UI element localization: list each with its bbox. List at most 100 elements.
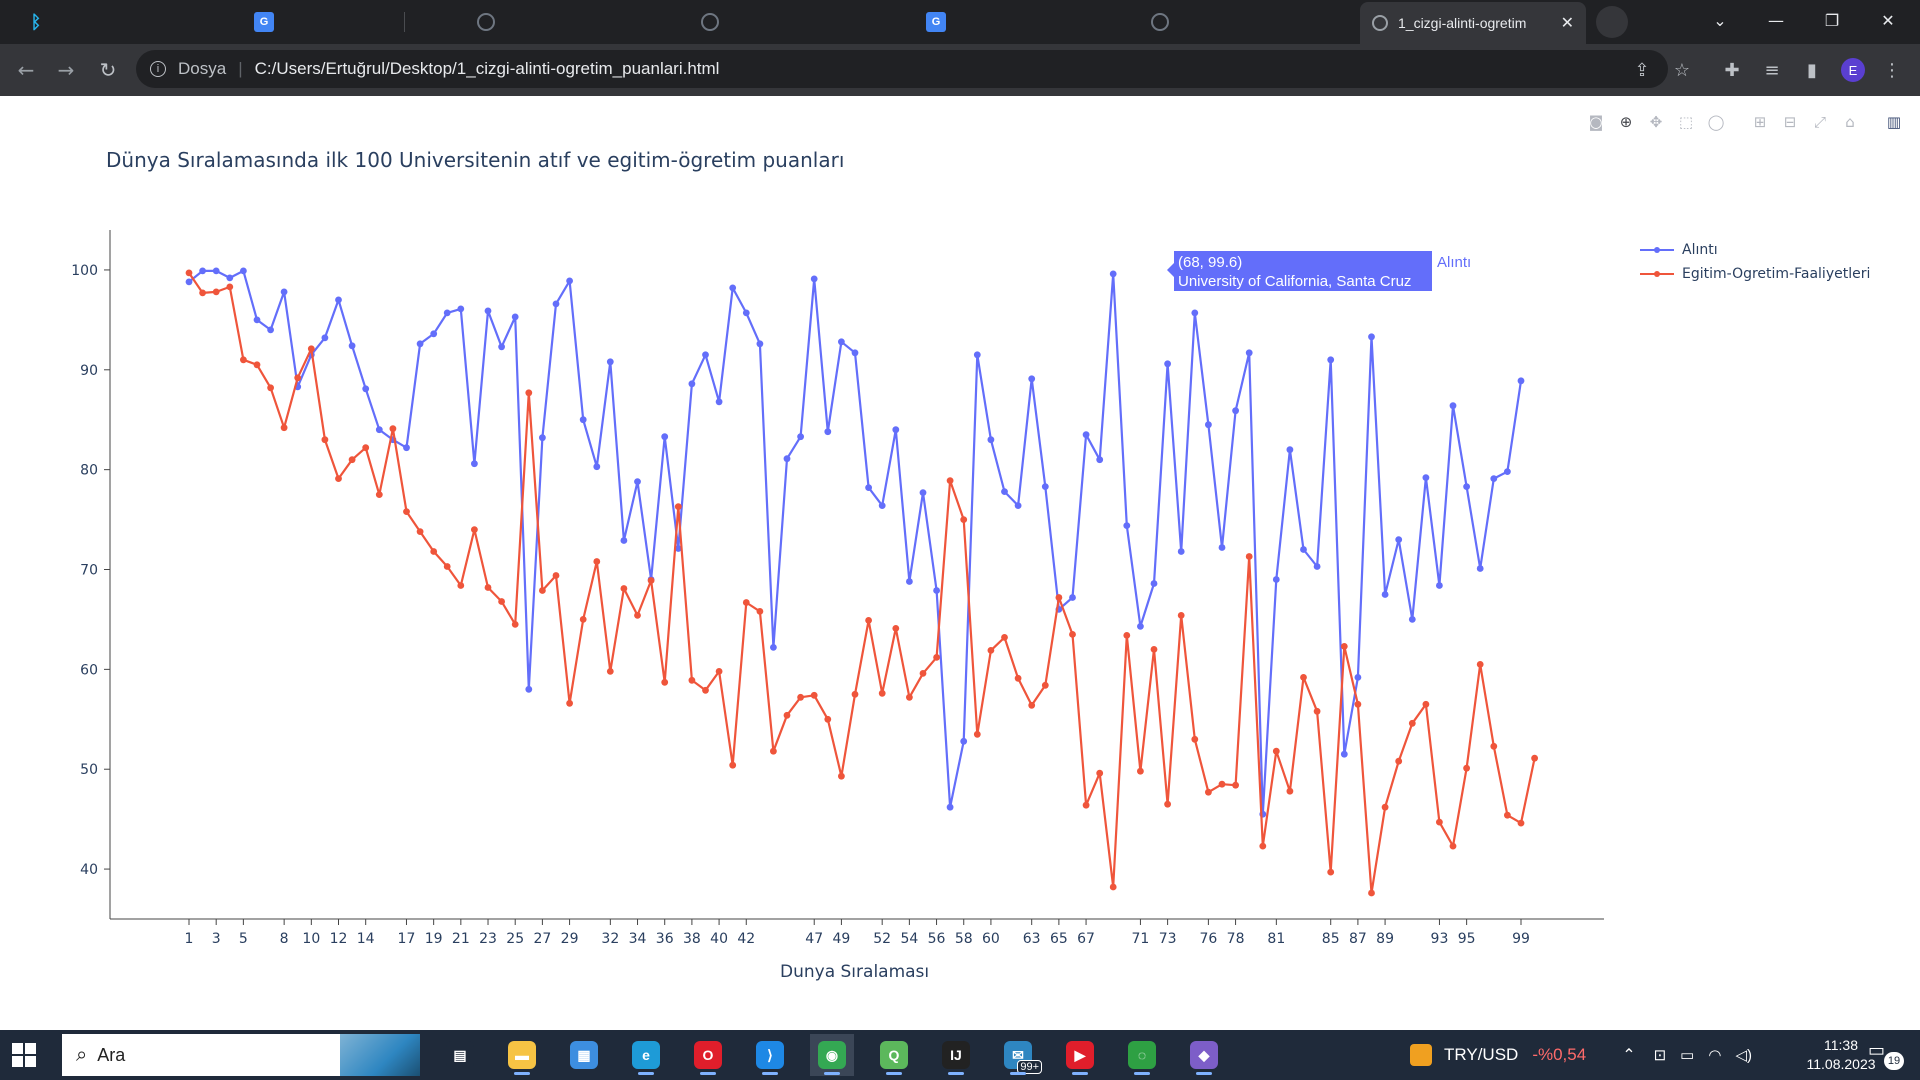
data-point-0 — [1517, 377, 1525, 385]
chevron-up-icon[interactable]: ⌃ — [1622, 1047, 1636, 1064]
taskbar-app-greenshot[interactable]: Q — [872, 1034, 916, 1076]
tab-globe[interactable] — [1140, 0, 1180, 44]
reload-icon: ↻ — [99, 58, 117, 82]
reset-axes-icon[interactable]: ⌂ — [1845, 113, 1855, 131]
data-point-1 — [267, 384, 274, 392]
data-point-1 — [593, 558, 601, 565]
legend-item-egitim[interactable]: Egitim-Ogretim-Faaliyetleri — [1640, 262, 1870, 286]
forward-button[interactable]: → — [50, 54, 82, 86]
x-tick-label: 19 — [425, 931, 443, 947]
media-queue-icon: ≡ — [1764, 59, 1780, 81]
x-tick-label: 76 — [1199, 931, 1217, 947]
close-tab-icon[interactable]: ✕ — [1560, 15, 1574, 32]
new-tab-button[interactable] — [1596, 6, 1628, 38]
data-point-1 — [1123, 632, 1131, 639]
extensions-button[interactable]: ✚ — [1720, 58, 1744, 82]
data-point-1 — [1069, 631, 1076, 638]
tab-github-1[interactable] — [466, 0, 506, 44]
y-tick-label: 100 — [71, 263, 98, 279]
plotly-logo-icon[interactable]: ▥ — [1886, 113, 1902, 131]
minimize-button[interactable]: — — [1748, 0, 1804, 40]
tab-search-button[interactable]: ⌄ — [1692, 0, 1748, 40]
back-button[interactable]: ← — [10, 54, 42, 86]
x-tick-label: 5 — [239, 931, 248, 947]
data-point-1 — [838, 772, 845, 780]
data-point-0 — [946, 803, 954, 811]
data-point-0 — [878, 502, 886, 509]
data-point-1 — [1504, 811, 1511, 819]
data-point-1 — [226, 283, 234, 291]
taskbar-app-opera[interactable]: O — [686, 1034, 730, 1076]
taskbar-app-file-explorer[interactable]: ▬ — [500, 1034, 544, 1076]
data-point-1 — [1041, 681, 1049, 689]
data-point-0 — [715, 398, 723, 406]
data-point-0 — [606, 358, 614, 366]
taskbar-app-chrome[interactable]: ◉ — [810, 1034, 854, 1076]
data-point-0 — [199, 267, 207, 275]
taskbar-app-microsoft-store[interactable]: ▦ — [562, 1034, 606, 1076]
taskbar-app-refresh-circle[interactable]: ◌ — [1120, 1034, 1164, 1076]
taskbar-app-intellij[interactable]: IJ — [934, 1034, 978, 1076]
info-icon[interactable]: i — [150, 61, 166, 77]
x-tick-label: 60 — [982, 931, 1000, 947]
zoom-icon[interactable]: ⊕ — [1619, 113, 1633, 131]
data-point-1 — [824, 715, 832, 723]
lasso-select-icon[interactable]: ◯ — [1707, 113, 1725, 131]
data-point-0 — [1272, 576, 1280, 583]
taskbar-app-edge[interactable]: e — [624, 1034, 668, 1076]
autoscale-icon[interactable]: ⤢ — [1813, 113, 1826, 131]
tab-github-2[interactable] — [690, 0, 730, 44]
box-select-icon[interactable]: ⬚ — [1678, 113, 1694, 131]
zoom-out-icon[interactable]: ⊟ — [1783, 113, 1797, 131]
legend-item-alinti[interactable]: Alıntı — [1640, 238, 1870, 262]
taskbar-app-youtube-music[interactable]: ▶ — [1058, 1034, 1102, 1076]
system-tray: TRY/USD -%0,54 ⌃ ⊡ ▭ ◠ ◁) — [1410, 1030, 1752, 1080]
data-point-1 — [280, 424, 288, 432]
data-point-0 — [1436, 582, 1443, 589]
battery-icon[interactable]: ▭ — [1680, 1047, 1695, 1064]
data-point-0 — [579, 416, 587, 424]
menu-button[interactable]: ⋮ — [1880, 58, 1904, 82]
data-point-0 — [919, 489, 927, 496]
restore-button[interactable]: ❐ — [1804, 0, 1860, 40]
data-point-0 — [267, 326, 274, 334]
side-panel-button[interactable]: ▮ — [1800, 58, 1824, 82]
data-point-1 — [362, 444, 370, 452]
profile-avatar[interactable]: E — [1841, 58, 1865, 82]
meet-icon[interactable]: ⊡ — [1653, 1047, 1667, 1064]
taskbar-app-git[interactable]: ◆ — [1182, 1034, 1226, 1076]
bookmark-button[interactable]: ☆ — [1670, 58, 1694, 82]
tab-active[interactable]: 1_cizgi-alinti-ogretim ✕ — [1360, 2, 1586, 44]
zoom-in-icon[interactable]: ⊞ — [1753, 113, 1767, 131]
data-point-1 — [606, 668, 614, 675]
wifi-icon[interactable]: ◠ — [1708, 1047, 1722, 1064]
data-point-0 — [375, 426, 383, 434]
tab-google-translate-2[interactable]: G — [916, 0, 956, 44]
tab-google-translate-1[interactable]: G — [244, 0, 284, 44]
start-button[interactable] — [12, 1043, 36, 1067]
data-point-1 — [742, 599, 750, 606]
share-button[interactable]: ⇪ — [1630, 58, 1654, 82]
address-bar[interactable]: i Dosya | C:/Users/Ertuğrul/Desktop/1_ci… — [136, 50, 1668, 88]
volume-icon[interactable]: ◁) — [1735, 1047, 1752, 1064]
data-point-1 — [1463, 764, 1470, 772]
close-window-button[interactable]: ✕ — [1860, 0, 1916, 40]
tab-bing[interactable]: ᛒ — [16, 0, 56, 44]
notifications-button[interactable]: ▭ 19 — [1868, 1040, 1908, 1070]
x-tick-label: 34 — [629, 931, 647, 947]
x-tick-label: 99 — [1512, 931, 1530, 947]
taskbar-app-vscode[interactable]: ⟩ — [748, 1034, 792, 1076]
taskbar-app-task-view[interactable]: ▤ — [438, 1034, 482, 1076]
data-point-0 — [810, 275, 818, 283]
pan-icon[interactable]: ✥ — [1649, 113, 1663, 131]
taskbar-search[interactable]: ⌕ Ara — [62, 1034, 420, 1076]
puzzle-icon: ✚ — [1724, 59, 1740, 81]
system-clock[interactable]: 11:38 11.08.2023 — [1796, 1036, 1886, 1074]
taskbar-app-mail[interactable]: ✉ 99+ — [996, 1034, 1042, 1076]
data-point-0 — [1177, 548, 1185, 555]
currency-label[interactable]: TRY/USD — [1444, 1045, 1519, 1064]
media-button[interactable]: ≡ — [1760, 58, 1784, 82]
reload-button[interactable]: ↻ — [92, 54, 124, 86]
camera-icon[interactable]: ◙ — [1588, 113, 1604, 131]
